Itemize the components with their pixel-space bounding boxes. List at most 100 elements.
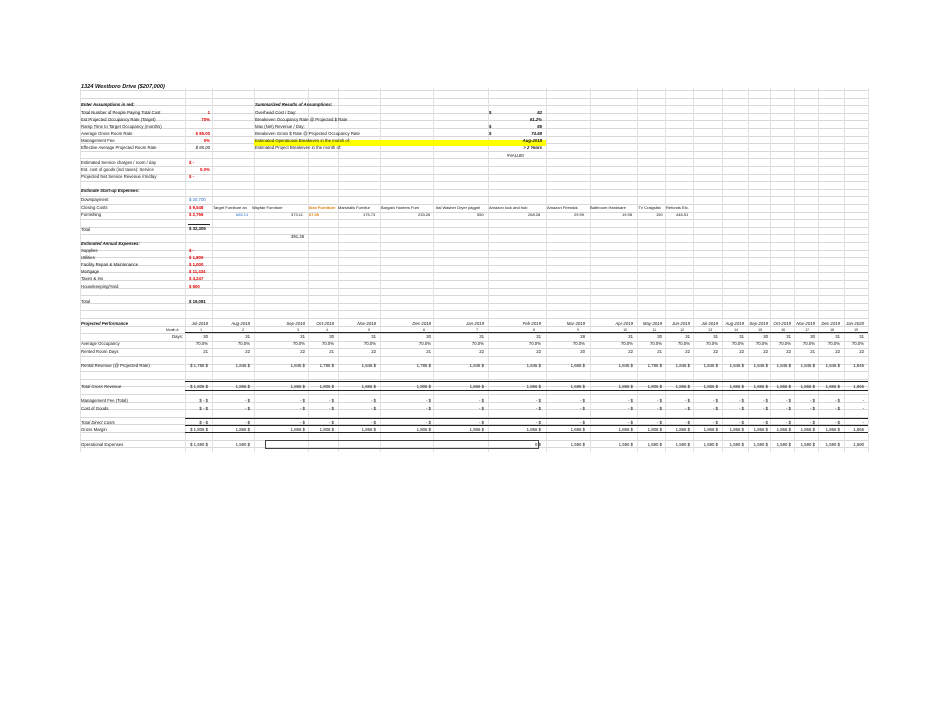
month-header: Feb-2019 <box>522 321 541 326</box>
month-header: Sep-2019 <box>749 321 768 326</box>
performance-cell: 70.0% <box>292 341 305 346</box>
summary-label: Estimated Project Breakeven in the month… <box>255 145 342 150</box>
performance-cell: - $ <box>656 406 662 411</box>
vendor-name: Ital Washer Dryer pagpel <box>436 205 481 210</box>
grid-col-line <box>818 88 819 452</box>
startup-total-label: Total <box>81 227 91 232</box>
assumption-label: Average Gross Room Rate <box>81 131 133 136</box>
total-border-line <box>185 390 868 391</box>
grid-col-line <box>308 88 309 452</box>
performance-cell: 1,866 $ <box>675 384 690 389</box>
summary-value: 61.2% <box>529 117 542 122</box>
performance-row-label: Management Fee (Total) <box>81 398 128 403</box>
days-cell: 31 <box>536 334 541 339</box>
performance-cell: 21 <box>329 349 334 354</box>
total-border-line <box>185 418 868 419</box>
grid-row-line <box>80 295 868 297</box>
grid-row-line <box>80 257 868 259</box>
performance-cell: 70.0% <box>471 341 484 346</box>
annual-expense-label: Mortgage <box>81 269 100 274</box>
performance-cell: 70.0% <box>363 341 376 346</box>
performance-cell: - $ <box>684 420 690 425</box>
grid-row-line <box>80 416 868 418</box>
performance-cell: - $ <box>834 420 840 425</box>
performance-cell: - $ <box>579 406 585 411</box>
days-cell: 30 <box>763 334 768 339</box>
month-header: Nov-2018 <box>357 321 376 326</box>
performance-cell: $ 1,785 $ <box>190 363 208 368</box>
performance-cell: 1,866 $ <box>675 427 690 432</box>
performance-cell: 1,845 $ <box>776 363 791 368</box>
days-cell: 31 <box>628 334 633 339</box>
performance-cell: 1,686 $ <box>570 384 585 389</box>
performance-cell: 1,590 $ <box>647 442 662 447</box>
performance-cell: 1,590 $ <box>776 442 791 447</box>
performance-cell: 1,845 $ <box>618 363 633 368</box>
performance-cell: 1,785 $ <box>319 363 334 368</box>
cell-selection-box[interactable] <box>265 440 539 449</box>
performance-cell: 1,590 $ <box>570 442 585 447</box>
grid-row-line <box>80 97 868 99</box>
performance-cell: 1,785 $ <box>647 363 662 368</box>
closing-label: Closing Costs <box>81 205 108 210</box>
assumption-label: Management Fee <box>81 138 115 143</box>
grid-row-line <box>80 302 868 304</box>
grid-row-line <box>80 226 868 228</box>
grid-row-line <box>80 158 868 160</box>
grid-row-line <box>80 204 868 205</box>
performance-row-label: Total Gross Revenue <box>81 384 122 389</box>
service-label: Estimated Service charges / room / day <box>81 160 156 165</box>
performance-cell: 1,590 <box>853 442 864 447</box>
summary-value: 74.68 <box>531 131 542 136</box>
days-cell: 31 <box>786 334 791 339</box>
performance-cell: - <box>862 406 864 411</box>
performance-cell: 1,866 $ <box>703 427 718 432</box>
performance-cell: 1,866 $ <box>776 384 791 389</box>
furnishing-amount: 550 <box>477 212 484 217</box>
performance-cell: 1,806 $ <box>647 427 662 432</box>
startup-header: Estimate Start-up Expenses: <box>81 188 140 193</box>
performance-cell: - $ <box>579 420 585 425</box>
performance-cell: - $ <box>370 406 376 411</box>
performance-cell: 1,806 $ <box>416 384 431 389</box>
month-number: 17 <box>805 328 809 332</box>
days-cell: 30 <box>203 334 208 339</box>
assumption-value: $ 85.00 <box>195 145 210 150</box>
month-header: Dec-2018 <box>412 321 431 326</box>
furnishing-amount: 373.11 <box>291 212 303 217</box>
days-cell: 31 <box>835 334 840 339</box>
performance-cell: $ 1,806 $ <box>190 384 208 389</box>
performance-cell: 22 <box>628 349 633 354</box>
performance-cell: 1,866 $ <box>361 427 376 432</box>
performance-cell: - $ <box>535 398 541 403</box>
performance-cell: 1,866 $ <box>290 384 305 389</box>
service-label: Projected Net Service Revenue /rm/day <box>81 174 157 179</box>
grid-row-line <box>80 363 868 365</box>
month-header: Aug-2018 <box>231 321 250 326</box>
performance-cell: 1,806 $ <box>319 427 334 432</box>
annual-expense-label: Housekeeping/Yard <box>81 284 119 289</box>
days-cell: 30 <box>810 334 815 339</box>
service-value: $ - <box>189 160 195 165</box>
performance-cell: - $ <box>425 398 431 403</box>
performance-cell: - $ <box>478 420 484 425</box>
performance-cell: - $ <box>834 406 840 411</box>
performance-cell: - $ <box>738 420 744 425</box>
days-cell: 31 <box>859 334 864 339</box>
days-cell: 30 <box>329 334 334 339</box>
month-number: 16 <box>781 328 785 332</box>
performance-cell: 1,590 $ <box>825 442 840 447</box>
performance-cell: 1,866 $ <box>235 384 250 389</box>
vendor-name: TV Craigslist <box>638 205 661 210</box>
summary-currency: $ <box>489 124 492 129</box>
summary-label: Estimated Operational Breakeven in the m… <box>255 138 351 143</box>
performance-cell: 22 <box>371 349 376 354</box>
performance-cell: - $ <box>425 420 431 425</box>
performance-cell: 1,590 $ <box>729 442 744 447</box>
month-header: Jul-2019 <box>701 321 718 326</box>
annual-expense-label: Utilities <box>81 255 95 260</box>
grid-col-line <box>770 88 771 452</box>
performance-cell: - $ <box>712 398 718 403</box>
days-cell: 31 <box>713 334 718 339</box>
performance-cell: - $ <box>535 406 541 411</box>
